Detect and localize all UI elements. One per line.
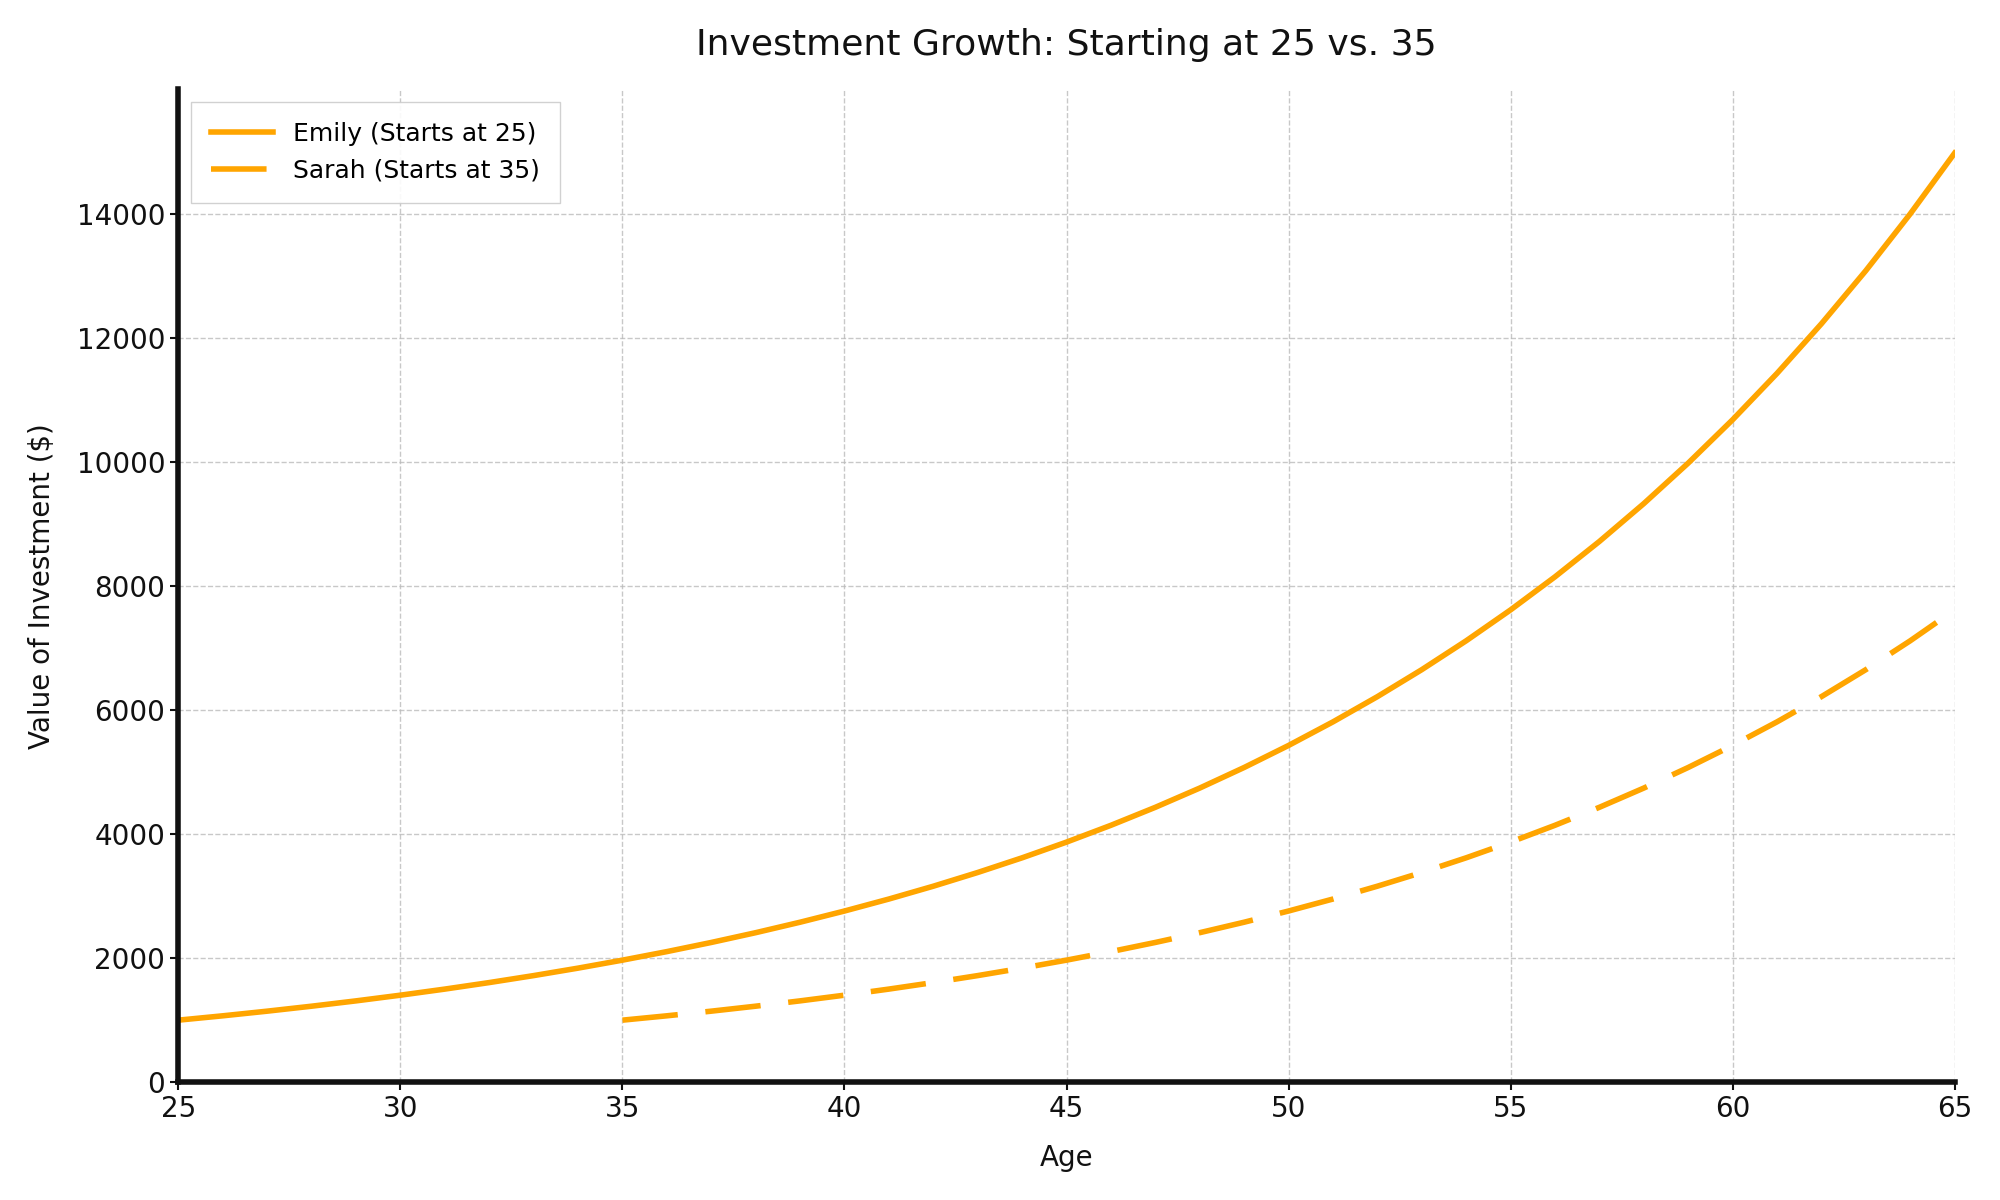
Sarah (Starts at 35) bbox=[1098, 944, 1122, 959]
Emily (Starts at 25) bbox=[1810, 317, 1834, 331]
Emily (Starts at 25) bbox=[1144, 800, 1168, 815]
Sarah (Starts at 35) bbox=[1854, 662, 1878, 677]
Emily (Starts at 25) bbox=[1232, 761, 1256, 775]
Sarah (Starts at 35) bbox=[1276, 904, 1300, 918]
Emily (Starts at 25) bbox=[654, 944, 678, 959]
Emily (Starts at 25) bbox=[478, 976, 502, 990]
Emily (Starts at 25) bbox=[1454, 634, 1478, 648]
Sarah (Starts at 35) bbox=[1010, 961, 1034, 976]
Sarah (Starts at 35) bbox=[1632, 781, 1656, 796]
Sarah (Starts at 35) bbox=[1232, 916, 1256, 930]
Emily (Starts at 25) bbox=[300, 998, 324, 1013]
Emily (Starts at 25) bbox=[1764, 366, 1788, 380]
Emily (Starts at 25) bbox=[522, 968, 546, 983]
Sarah (Starts at 35) bbox=[1588, 800, 1612, 815]
Y-axis label: Value of Investment ($): Value of Investment ($) bbox=[28, 422, 56, 749]
Emily (Starts at 25) bbox=[388, 988, 412, 1002]
Emily (Starts at 25) bbox=[1542, 570, 1566, 584]
Legend: Emily (Starts at 25), Sarah (Starts at 35): Emily (Starts at 25), Sarah (Starts at 3… bbox=[190, 102, 560, 203]
Emily (Starts at 25) bbox=[210, 1009, 234, 1024]
Sarah (Starts at 35) bbox=[1720, 738, 1744, 752]
Emily (Starts at 25) bbox=[256, 1004, 280, 1019]
Sarah (Starts at 35) bbox=[1320, 892, 1344, 906]
Emily (Starts at 25) bbox=[166, 1013, 190, 1027]
Sarah (Starts at 35) bbox=[1898, 634, 1922, 648]
Emily (Starts at 25) bbox=[1098, 818, 1122, 833]
Sarah (Starts at 35) bbox=[1366, 880, 1390, 894]
Emily (Starts at 25) bbox=[966, 865, 990, 880]
Emily (Starts at 25) bbox=[1366, 690, 1390, 704]
Sarah (Starts at 35) bbox=[1144, 935, 1168, 949]
Emily (Starts at 25) bbox=[566, 961, 590, 976]
Sarah (Starts at 35) bbox=[1810, 690, 1834, 704]
Emily (Starts at 25) bbox=[832, 904, 856, 918]
Emily (Starts at 25) bbox=[432, 982, 456, 996]
Sarah (Starts at 35) bbox=[1676, 761, 1700, 775]
Emily (Starts at 25) bbox=[876, 892, 900, 906]
Emily (Starts at 25) bbox=[1588, 534, 1612, 548]
Emily (Starts at 25) bbox=[1410, 662, 1434, 677]
Emily (Starts at 25) bbox=[610, 953, 634, 967]
X-axis label: Age: Age bbox=[1040, 1145, 1094, 1172]
Emily (Starts at 25) bbox=[922, 880, 946, 894]
Sarah (Starts at 35) bbox=[1410, 865, 1434, 880]
Emily (Starts at 25) bbox=[700, 935, 724, 949]
Emily (Starts at 25) bbox=[744, 925, 768, 940]
Emily (Starts at 25) bbox=[1010, 851, 1034, 865]
Emily (Starts at 25) bbox=[1720, 413, 1744, 427]
Title: Investment Growth: Starting at 25 vs. 35: Investment Growth: Starting at 25 vs. 35 bbox=[696, 28, 1436, 61]
Sarah (Starts at 35) bbox=[1454, 851, 1478, 865]
Sarah (Starts at 35) bbox=[1542, 818, 1566, 833]
Emily (Starts at 25) bbox=[344, 994, 368, 1008]
Emily (Starts at 25) bbox=[1498, 602, 1522, 617]
Emily (Starts at 25) bbox=[1188, 781, 1212, 796]
Emily (Starts at 25) bbox=[1854, 264, 1878, 278]
Sarah (Starts at 35) bbox=[876, 982, 900, 996]
Emily (Starts at 25) bbox=[1942, 146, 1966, 161]
Line: Sarah (Starts at 35): Sarah (Starts at 35) bbox=[622, 610, 1954, 1020]
Sarah (Starts at 35) bbox=[1188, 925, 1212, 940]
Sarah (Starts at 35) bbox=[1764, 715, 1788, 730]
Sarah (Starts at 35) bbox=[832, 988, 856, 1002]
Emily (Starts at 25) bbox=[1276, 738, 1300, 752]
Sarah (Starts at 35) bbox=[744, 998, 768, 1013]
Emily (Starts at 25) bbox=[788, 916, 812, 930]
Emily (Starts at 25) bbox=[1632, 497, 1656, 511]
Line: Emily (Starts at 25): Emily (Starts at 25) bbox=[178, 154, 1954, 1020]
Emily (Starts at 25) bbox=[1320, 715, 1344, 730]
Sarah (Starts at 35) bbox=[966, 968, 990, 983]
Sarah (Starts at 35) bbox=[1942, 602, 1966, 617]
Sarah (Starts at 35) bbox=[700, 1004, 724, 1019]
Sarah (Starts at 35) bbox=[922, 976, 946, 990]
Emily (Starts at 25) bbox=[1898, 206, 1922, 221]
Emily (Starts at 25) bbox=[1054, 835, 1078, 850]
Sarah (Starts at 35) bbox=[1498, 835, 1522, 850]
Sarah (Starts at 35) bbox=[1054, 953, 1078, 967]
Sarah (Starts at 35) bbox=[788, 994, 812, 1008]
Emily (Starts at 25) bbox=[1676, 456, 1700, 470]
Sarah (Starts at 35) bbox=[654, 1009, 678, 1024]
Sarah (Starts at 35) bbox=[610, 1013, 634, 1027]
